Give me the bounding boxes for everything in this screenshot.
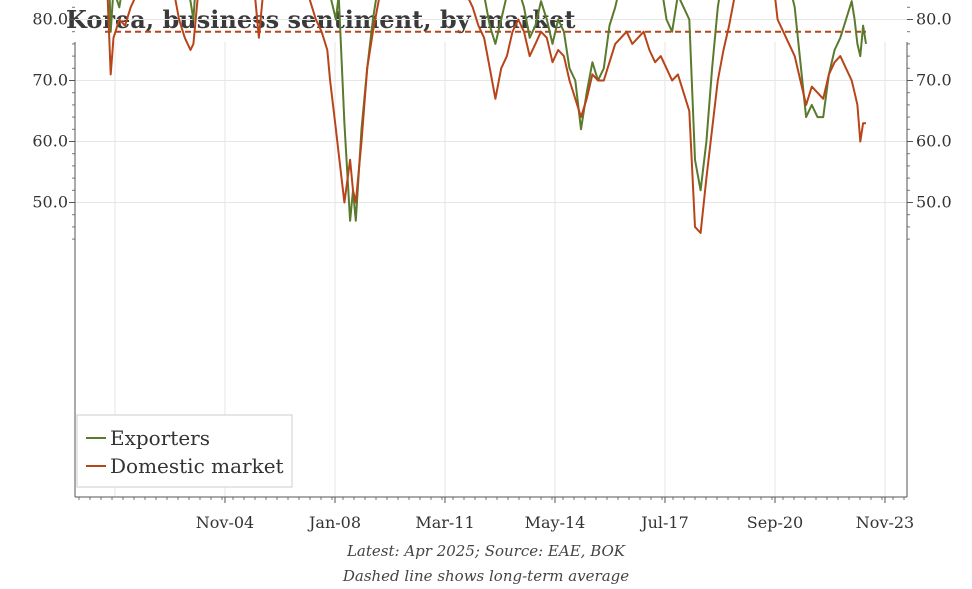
x-tick-label: Jul-17: [639, 513, 689, 532]
y-tick-label-left: 60.0: [32, 132, 68, 151]
y-tick-label-left: 80.0: [32, 10, 68, 29]
x-tick-label: Nov-04: [196, 513, 254, 532]
y-tick-label-right: 50.0: [916, 193, 952, 212]
legend-label: Domestic market: [110, 454, 284, 478]
x-tick-label: May-14: [525, 513, 586, 532]
legend-label: Exporters: [110, 426, 210, 450]
y-tick-label-right: 80.0: [916, 10, 952, 29]
legend-box: [76, 414, 293, 488]
x-tick-label: Sep-20: [747, 513, 803, 532]
y-tick-label-right: 70.0: [916, 71, 952, 90]
grid-lines: [75, 19, 907, 497]
legend: Exporters Domestic market: [76, 414, 293, 488]
caption-source: Latest: Apr 2025; Source: EAE, BOK: [346, 542, 626, 560]
y-tick-label-left: 70.0: [32, 71, 68, 90]
series-line-domestic: [106, 0, 866, 234]
axes: 50.050.060.060.070.070.080.080.090.090.0…: [32, 6, 952, 532]
series-line-exporters: [108, 0, 867, 222]
y-tick-label-left: 50.0: [32, 193, 68, 212]
x-tick-label: Jan-08: [307, 513, 361, 532]
x-tick-label: Mar-11: [415, 513, 474, 532]
caption-note: Dashed line shows long-term average: [342, 567, 630, 585]
series-lines: [106, 0, 867, 234]
x-tick-label: Nov-23: [856, 513, 914, 532]
average-lines: [105, 30, 866, 33]
y-tick-label-right: 60.0: [916, 132, 952, 151]
